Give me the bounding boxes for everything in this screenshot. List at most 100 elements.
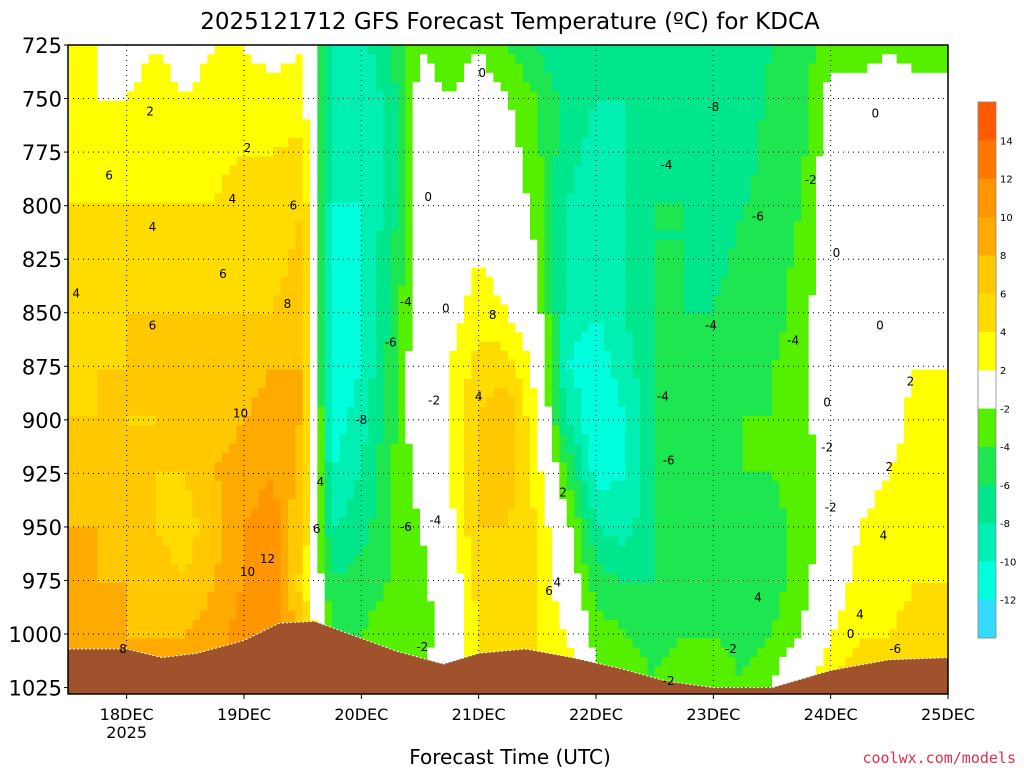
temperature-cell <box>500 276 509 287</box>
temperature-cell <box>493 545 502 556</box>
temperature-cell <box>302 239 311 250</box>
temperature-cell <box>68 100 76 111</box>
temperature-cell <box>295 527 304 537</box>
temperature-cell <box>192 286 201 296</box>
temperature-cell <box>134 564 142 575</box>
temperature-cell <box>214 100 223 111</box>
temperature-cell <box>75 323 84 334</box>
temperature-cell <box>251 443 260 454</box>
temperature-cell <box>346 397 355 408</box>
temperature-cell <box>126 82 135 92</box>
temperature-cell <box>229 119 238 130</box>
temperature-cell <box>302 536 311 547</box>
temperature-cell <box>229 258 238 269</box>
temperature-cell <box>368 248 377 259</box>
temperature-cell <box>112 490 120 500</box>
temperature-cell <box>244 564 252 575</box>
temperature-cell <box>574 91 582 102</box>
temperature-cell <box>376 174 384 185</box>
temperature-cell <box>486 415 494 426</box>
temperature-cell <box>214 592 223 602</box>
temperature-cell <box>192 378 201 389</box>
temperature-cell <box>244 276 252 287</box>
temperature-cell <box>405 582 414 593</box>
temperature-cell <box>97 554 106 565</box>
temperature-cell <box>280 239 289 250</box>
temperature-cell <box>104 545 113 556</box>
temperature-cell <box>178 72 186 83</box>
temperature-cell <box>295 230 304 241</box>
temperature-cell <box>68 341 76 352</box>
temperature-cell <box>222 63 230 74</box>
temperature-cell <box>390 332 399 343</box>
temperature-cell <box>537 54 546 65</box>
temperature-cell <box>486 156 494 167</box>
temperature-cell <box>442 91 450 102</box>
temperature-cell <box>273 184 282 194</box>
temperature-cell <box>559 286 568 296</box>
temperature-cell <box>148 545 157 556</box>
temperature-cell <box>75 471 84 482</box>
temperature-cell <box>280 582 289 593</box>
temperature-cell <box>317 119 326 130</box>
temperature-cell <box>471 184 480 194</box>
temperature-cell <box>310 462 318 473</box>
temperature-cell <box>522 184 531 194</box>
temperature-cell <box>90 54 98 65</box>
temperature-cell <box>178 601 186 612</box>
temperature-cell <box>376 211 384 222</box>
temperature-cell <box>200 434 208 445</box>
temperature-cell <box>251 564 260 575</box>
temperature-cell <box>148 415 157 426</box>
temperature-cell <box>581 554 590 565</box>
temperature-cell <box>390 211 399 222</box>
temperature-cell <box>544 490 553 500</box>
temperature-cell <box>442 313 450 324</box>
temperature-cell <box>156 332 164 343</box>
temperature-cell <box>405 82 414 92</box>
temperature-cell <box>471 267 480 278</box>
temperature-cell <box>163 230 172 241</box>
temperature-cell <box>581 592 590 602</box>
temperature-cell <box>544 258 553 269</box>
temperature-cell <box>310 564 318 575</box>
temperature-cell <box>449 471 458 482</box>
temperature-cell <box>317 184 326 194</box>
temperature-cell <box>500 72 509 83</box>
temperature-cell <box>97 378 106 389</box>
temperature-cell <box>390 508 399 519</box>
temperature-cell <box>339 573 348 584</box>
temperature-cell <box>456 369 465 380</box>
temperature-cell <box>119 202 128 213</box>
temperature-cell <box>324 601 333 612</box>
temperature-cell <box>427 638 436 649</box>
temperature-cell <box>141 82 150 92</box>
temperature-cell <box>170 508 179 519</box>
temperature-cell <box>178 286 186 296</box>
temperature-cell <box>141 91 150 102</box>
temperature-cell <box>478 248 487 259</box>
temperature-cell <box>324 202 333 213</box>
temperature-cell <box>427 239 436 250</box>
temperature-cell <box>456 647 465 658</box>
temperature-cell <box>170 610 179 621</box>
temperature-cell <box>185 638 194 649</box>
temperature-cell <box>478 452 487 463</box>
temperature-cell <box>581 360 590 371</box>
temperature-cell <box>434 452 443 463</box>
temperature-cell <box>383 629 392 639</box>
temperature-cell <box>390 443 399 454</box>
temperature-cell <box>112 295 120 306</box>
temperature-cell <box>200 360 208 371</box>
temperature-cell <box>112 443 120 454</box>
temperature-cell <box>104 443 113 454</box>
temperature-cell <box>82 332 91 343</box>
temperature-cell <box>434 369 443 380</box>
temperature-cell <box>544 72 553 83</box>
temperature-cell <box>222 146 230 157</box>
temperature-cell <box>75 406 84 417</box>
temperature-cell <box>119 378 128 389</box>
temperature-cell <box>566 471 575 482</box>
temperature-cell <box>222 341 230 352</box>
temperature-cell <box>493 193 502 204</box>
